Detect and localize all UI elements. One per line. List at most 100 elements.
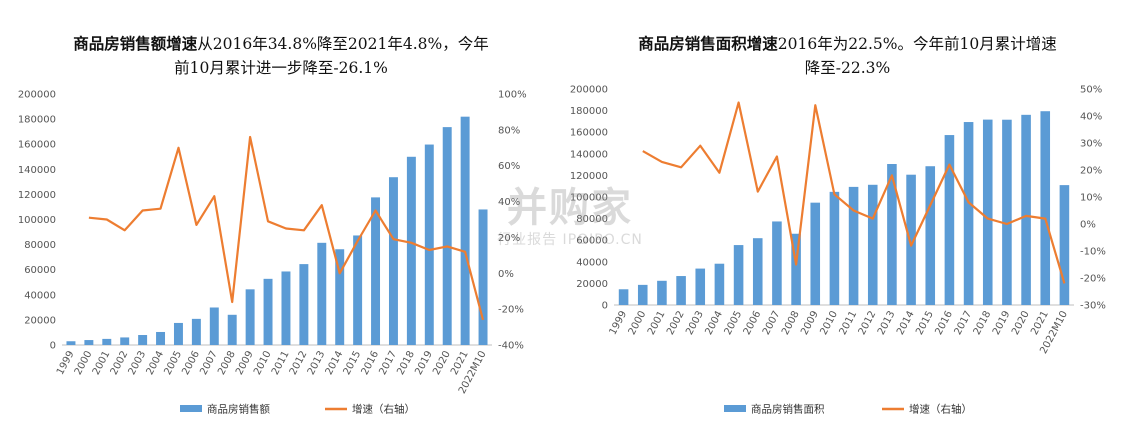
bar-2005 xyxy=(173,322,183,345)
y-left-tick-label: 40000 xyxy=(24,290,56,301)
sales-amount-chart: 0 20000 40000 60000 80000 100000 120000 140000 1… xyxy=(18,90,527,416)
y-right-tick-label: 0% xyxy=(498,269,514,280)
bar-2014 xyxy=(335,249,345,345)
chart-title-rest: 2016年为22.5%。今年前10月累计增速 xyxy=(777,35,1057,53)
bar-2000 xyxy=(637,284,648,305)
bar-2010 xyxy=(263,278,273,345)
y-left-tick-label: 40000 xyxy=(576,257,608,268)
bar-2015 xyxy=(925,166,936,305)
bar-2008 xyxy=(227,314,237,345)
bar-2008 xyxy=(791,233,801,305)
y-left-tick-label: 60000 xyxy=(576,236,608,247)
y-right-tick-label: 80% xyxy=(498,125,520,136)
bar-2017 xyxy=(388,177,398,345)
y-right-tick-label: 50% xyxy=(1080,85,1102,96)
chart-title-line2: 前10月累计进一步降至-26.1% xyxy=(174,59,388,77)
x-tick-label: 2018 xyxy=(972,309,994,337)
y-right-tick-label: -20% xyxy=(1080,274,1106,285)
y-left-tick-label: 120000 xyxy=(570,171,608,182)
chart-title-rest: 从2016年34.8%降至2021年4.8%，今年 xyxy=(197,35,489,53)
y-right-tick-label: 30% xyxy=(1080,139,1102,150)
x-tick-label: 2020 xyxy=(1010,309,1032,337)
bar-2022M10 xyxy=(1059,185,1070,305)
legend-bar-label: 商品房销售面积 xyxy=(751,403,825,416)
x-tick-label: 2019 xyxy=(991,309,1013,337)
y-left-tick-label: 200000 xyxy=(18,90,56,101)
y-left-tick-label: 0 xyxy=(602,301,608,312)
y-left-tick-label: 160000 xyxy=(570,128,608,139)
bar-2004 xyxy=(714,263,725,305)
bar-2005 xyxy=(733,245,744,305)
x-tick-label: 2002 xyxy=(665,309,687,337)
bar-2002 xyxy=(676,276,686,305)
bar-2020 xyxy=(1021,114,1031,305)
chart-title-bold: 商品房销售额增速 xyxy=(73,34,198,53)
y-left-tick-label: 200000 xyxy=(570,85,608,96)
bar-2019 xyxy=(424,144,434,345)
y-left-tick-label: 120000 xyxy=(18,190,56,201)
bar-2007 xyxy=(209,307,219,345)
bar-2019 xyxy=(1002,119,1012,305)
bar-2002 xyxy=(120,337,130,345)
x-tick-label: 2000 xyxy=(627,309,649,337)
y-right-tick-label: -30% xyxy=(1080,301,1106,312)
bar-2018 xyxy=(982,119,993,305)
x-tick-label: 2008 xyxy=(780,309,802,337)
bar-2014 xyxy=(906,174,916,305)
bar-2003 xyxy=(138,335,148,345)
bar-2009 xyxy=(245,289,255,345)
chart-panel-sales-area: 商品房销售面积增速2016年为22.5%。今年前10月累计增速 降至-22.3%… xyxy=(566,0,1129,432)
bar-2011 xyxy=(848,186,859,305)
growth-line xyxy=(88,135,485,321)
bar-2013 xyxy=(887,164,897,305)
bar-2001 xyxy=(102,338,112,345)
y-left-tick-label: 80000 xyxy=(24,240,56,251)
bar-2015 xyxy=(353,235,363,345)
x-tick-label: 2006 xyxy=(742,309,764,337)
bar-2018 xyxy=(406,156,416,345)
y-right-tick-label: 20% xyxy=(1080,166,1102,177)
bar-2022M10 xyxy=(478,209,488,345)
chart-title-line2: 降至-22.3% xyxy=(804,59,891,77)
bar-2016 xyxy=(371,197,381,345)
bar-2021 xyxy=(460,116,470,345)
chart-title: 商品房销售额增速从2016年34.8%降至2021年4.8%，今年 xyxy=(0,32,562,56)
x-tick-label: 2005 xyxy=(723,309,745,337)
y-left-tick-label: 140000 xyxy=(18,165,56,176)
y-right-tick-label: 0% xyxy=(1080,220,1096,231)
x-tick-label: 2015 xyxy=(914,309,936,337)
y-left-tick-label: 100000 xyxy=(18,215,56,226)
y-left-tick-label: 60000 xyxy=(24,265,56,276)
bar-2001 xyxy=(657,280,667,305)
y-right-tick-label: -10% xyxy=(1080,247,1106,258)
bar-2012 xyxy=(299,264,309,345)
legend-line-label: 增速（右轴） xyxy=(909,403,972,416)
y-left-tick-label: 160000 xyxy=(18,140,56,151)
bar-2009 xyxy=(810,202,821,305)
bar-2006 xyxy=(752,238,763,305)
bar-2017 xyxy=(963,122,974,305)
y-right-tick-label: 60% xyxy=(498,161,520,172)
bar-2003 xyxy=(695,268,706,305)
x-tick-label: 2011 xyxy=(838,309,860,337)
y-right-tick-label: 10% xyxy=(1080,193,1102,204)
y-right-tick-label: 40% xyxy=(1080,112,1102,123)
legend-line-label: 增速（右轴） xyxy=(352,403,415,416)
y-right-tick-label: 20% xyxy=(498,233,520,244)
x-tick-label: 2012 xyxy=(857,309,879,337)
bar-2020 xyxy=(442,127,452,345)
x-tick-label: 1999 xyxy=(608,309,630,337)
bar-2013 xyxy=(317,242,327,345)
y-left-tick-label: 180000 xyxy=(18,115,56,126)
y-left-tick-label: 0 xyxy=(50,341,56,352)
y-left-tick-label: 140000 xyxy=(570,149,608,160)
bar-2010 xyxy=(829,191,840,305)
bar-2016 xyxy=(944,135,955,305)
x-tick-label: 2004 xyxy=(703,309,725,337)
x-tick-label: 2010 xyxy=(818,309,840,337)
legend-bar-label: 商品房销售额 xyxy=(207,403,270,416)
y-left-tick-label: 80000 xyxy=(576,214,608,225)
y-right-tick-label: -40% xyxy=(498,341,524,352)
x-tick-label: 2013 xyxy=(876,309,898,337)
x-tick-label: 2014 xyxy=(895,309,917,337)
